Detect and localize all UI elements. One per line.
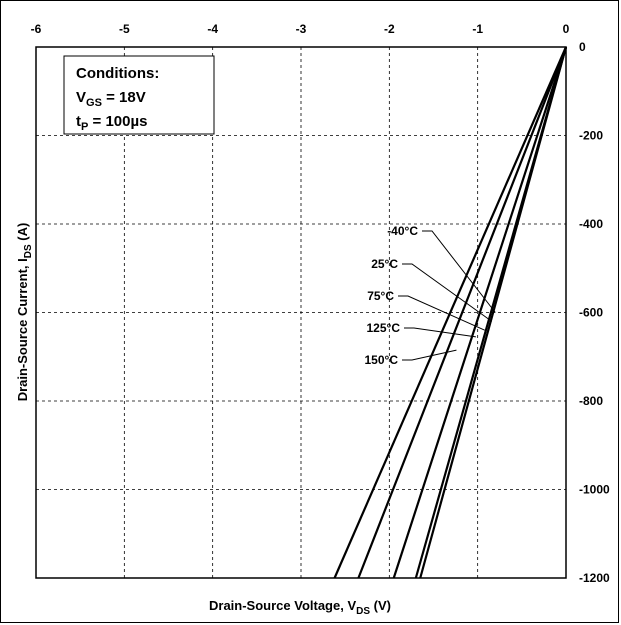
- label-leader: [398, 295, 485, 331]
- series-label: 25°C: [371, 257, 398, 271]
- label-leader: [402, 263, 493, 322]
- series-line: [357, 46, 568, 579]
- x-tick-label: -2: [384, 22, 395, 36]
- conditions-vgs: VGS = 18V: [76, 89, 146, 109]
- y-tick-label: -400: [579, 217, 603, 231]
- series-label: 75°C: [367, 289, 394, 303]
- series-label: 150°C: [365, 353, 399, 367]
- y-tick-label: -1200: [579, 571, 610, 585]
- y-tick-label: -600: [579, 306, 603, 320]
- tick-labels: -6 -5 -4 -3 -2 -1 00 -200 -400 -600 -800 -1000 -1200: [31, 22, 610, 585]
- x-tick-label: -4: [207, 22, 218, 36]
- x-axis-title: Drain-Source Voltage, VDS (V): [209, 598, 391, 617]
- y-tick-label: 0: [579, 40, 586, 54]
- label-leader: [402, 349, 457, 361]
- y-tick-label: -1000: [579, 483, 610, 497]
- series-line: [333, 46, 568, 579]
- series-label: 125°C: [367, 321, 401, 335]
- conditions-tp: tP = 100µs: [76, 113, 147, 133]
- series-labels: -40°C 25°C 75°C 125°C 150°C: [365, 224, 496, 367]
- y-axis-title: Drain-Source Current, IDS (A): [15, 223, 34, 402]
- label-leader: [404, 327, 476, 338]
- series-lines: [333, 46, 568, 579]
- grid: [36, 47, 566, 578]
- x-tick-label: -6: [31, 22, 42, 36]
- series-line: [419, 46, 568, 579]
- x-tick-label: 0: [563, 22, 570, 36]
- y-tick-label: -800: [579, 394, 603, 408]
- x-tick-label: -1: [472, 22, 483, 36]
- x-tick-label: -3: [296, 22, 307, 36]
- conditions-box: Conditions: VGS = 18V tP = 100µs: [63, 55, 215, 135]
- label-leader: [422, 230, 496, 313]
- conditions-title: Conditions:: [76, 65, 159, 82]
- plot-area-border: [35, 46, 567, 579]
- series-label: -40°C: [387, 224, 418, 238]
- y-tick-label: -200: [579, 129, 603, 143]
- x-tick-label: -5: [119, 22, 130, 36]
